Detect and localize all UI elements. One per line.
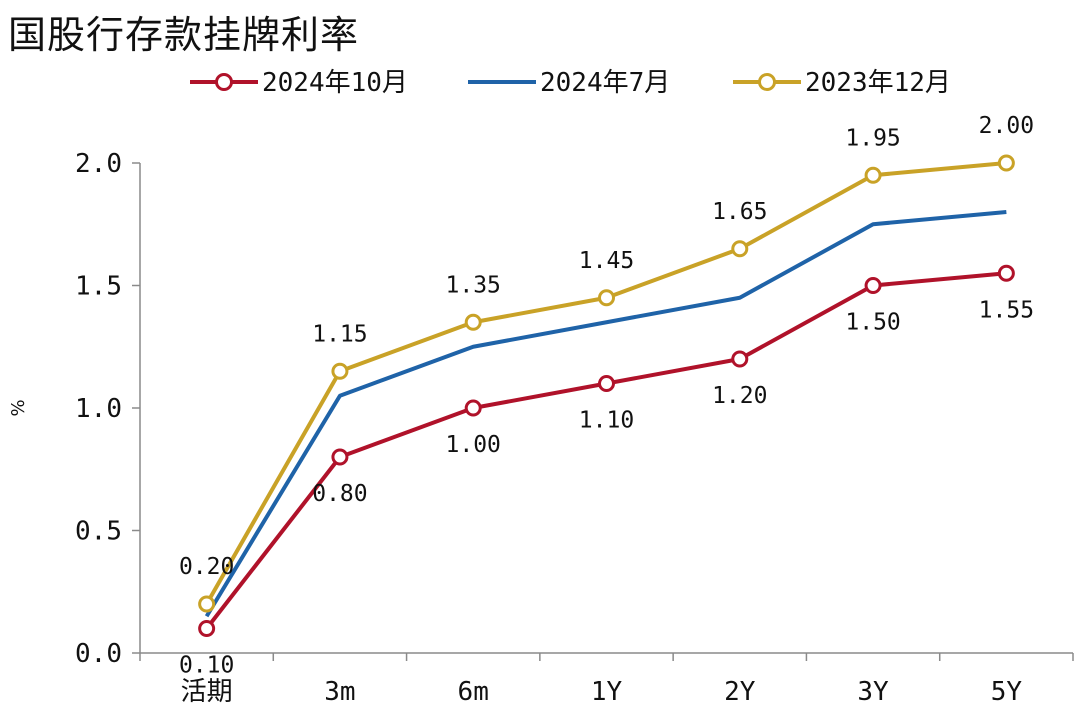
- y-axis-label: %: [8, 399, 29, 416]
- x-tick-label: 1Y: [591, 677, 623, 707]
- data-point: [464, 399, 482, 417]
- data-point: [198, 595, 216, 613]
- data-point: [598, 375, 615, 392]
- data-label: 1.50: [845, 310, 900, 336]
- legend-marker: [758, 73, 776, 91]
- data-label: 1.15: [312, 321, 367, 347]
- y-tick-label: 0.0: [75, 639, 122, 669]
- data-label: 0.80: [312, 481, 367, 507]
- data-point: [864, 166, 882, 184]
- legend-label: 2024年7月: [540, 68, 670, 98]
- legend-marker: [215, 73, 233, 91]
- data-labels: 0.10 0.80 1.00 1.10 1.20 1.50 1.55 0.20 1.15 1.35…: [179, 113, 1034, 679]
- data-label: 1.35: [446, 272, 501, 298]
- data-point: [731, 350, 749, 368]
- data-label: 0.10: [179, 653, 234, 679]
- y-tick-label: 2.0: [75, 149, 122, 179]
- x-tick-label: 3m: [324, 677, 355, 707]
- data-label: 2.00: [979, 113, 1034, 139]
- y-tick-label: 1.5: [75, 272, 122, 302]
- data-point: [598, 289, 615, 307]
- legend-label: 2023年12月: [805, 68, 951, 98]
- data-point: [331, 448, 349, 466]
- chart-title: 国股行存款挂牌利率: [8, 13, 360, 57]
- data-point: [997, 154, 1015, 172]
- data-label: 1.10: [579, 408, 634, 434]
- data-point: [198, 620, 216, 637]
- data-point: [731, 240, 749, 258]
- data-point: [864, 277, 882, 294]
- x-tick-label: 6m: [458, 677, 489, 707]
- legend: 2024年10月 2024年7月 2023年12月: [190, 68, 951, 98]
- data-label: 1.00: [446, 432, 501, 458]
- x-tick-label: 活期: [181, 677, 233, 707]
- series-line: [204, 210, 1007, 618]
- data-label: 1.55: [979, 297, 1034, 323]
- axes: 0.0 0.5 1.0 1.5 2.0 活期 3m 6m 1Y 2Y 3Y 5Y%: [8, 149, 1074, 707]
- data-label: 0.20: [179, 554, 234, 580]
- legend-label: 2024年10月: [262, 68, 408, 98]
- x-tick-label: 2Y: [724, 677, 756, 707]
- data-label: 1.20: [712, 383, 767, 409]
- x-tick-label: 3Y: [857, 677, 889, 707]
- data-label: 1.65: [712, 199, 767, 225]
- data-label: 1.95: [845, 125, 900, 151]
- y-tick-label: 0.5: [75, 517, 122, 547]
- data-label: 1.45: [579, 248, 634, 274]
- data-point: [464, 313, 482, 331]
- data-point: [997, 264, 1015, 282]
- data-point: [331, 362, 349, 380]
- y-tick-label: 1.0: [75, 394, 122, 424]
- x-tick-label: 5Y: [991, 677, 1023, 707]
- series-group: [198, 154, 1015, 637]
